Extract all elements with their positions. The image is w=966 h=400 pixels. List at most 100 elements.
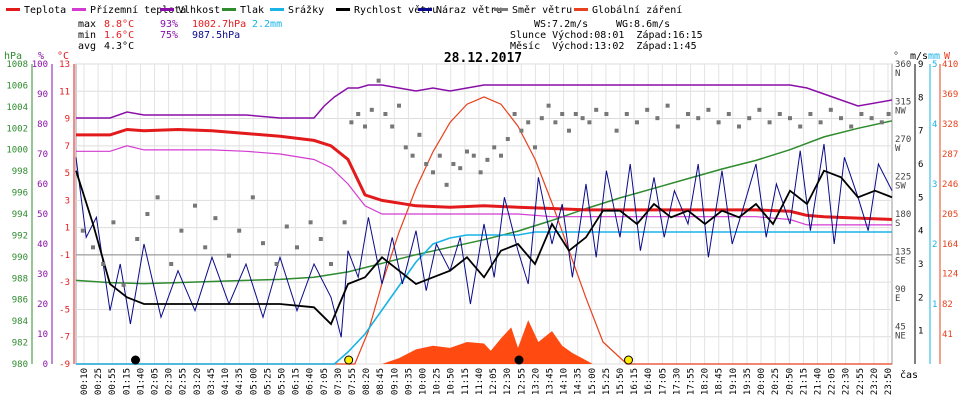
radiation-tick: 369	[942, 90, 958, 100]
time-tick: 17:55	[687, 368, 697, 395]
wind-direction-point	[492, 145, 497, 150]
time-tick: 07:55	[348, 368, 358, 395]
pressure-line	[75, 120, 893, 285]
wind-direction-point	[567, 128, 571, 133]
radiation-tick: 246	[942, 180, 958, 190]
time-tick: 08:20	[362, 368, 372, 395]
info-wg: WG:8.6m/s	[616, 19, 670, 30]
humidity-tick: 70	[37, 150, 48, 160]
humidity-tick: 30	[37, 270, 48, 280]
wind-direction-point	[91, 245, 95, 250]
wind-direction-point	[879, 120, 884, 125]
wind-tick: 6	[918, 160, 923, 170]
plot-frame	[75, 63, 893, 365]
time-tick: 23:20	[870, 368, 880, 395]
wind-direction-point	[458, 166, 463, 171]
direction-tick-dir: E	[895, 294, 900, 304]
time-tick: 12:05	[489, 368, 499, 395]
time-tick: 08:45	[376, 368, 386, 395]
legend-label: Vlhkost	[178, 5, 220, 16]
wind-direction-point	[519, 128, 524, 133]
wind-direction-point	[363, 124, 367, 129]
wind-direction-point	[356, 112, 361, 116]
wind-direction-point	[675, 124, 680, 129]
pressure-tick: 980	[12, 360, 28, 370]
stat-max-label: max	[78, 19, 96, 30]
temperature-tick: -1	[59, 251, 70, 261]
rain-tick: 1	[932, 300, 937, 310]
time-tick: 14:35	[574, 368, 584, 395]
axes: 9809829849869889909929949969981000100210…	[6, 60, 958, 370]
legend-swatch	[160, 8, 174, 11]
wind-direction-point	[227, 253, 231, 258]
wind-direction-point	[203, 245, 208, 250]
wind-tick: 5	[918, 193, 923, 203]
time-tick: 02:30	[165, 368, 175, 395]
wind-direction-point	[437, 153, 442, 158]
wind-direction-point	[655, 116, 660, 121]
direction-tick: 180	[895, 210, 911, 220]
time-tick: 00:10	[80, 368, 90, 395]
wind-direction-point	[886, 112, 891, 116]
legend-swatch	[336, 8, 350, 11]
wind-direction-point	[737, 124, 741, 129]
time-tick: 02:05	[151, 368, 161, 395]
wind-direction-point	[645, 107, 650, 112]
pressure-tick: 1006	[6, 81, 28, 91]
time-tick: 00:55	[108, 368, 118, 395]
wind-direction-point	[757, 107, 762, 112]
temperature-tick: 7	[65, 142, 70, 152]
direction-tick-dir: SW	[895, 182, 906, 192]
wind-direction-point	[604, 112, 609, 116]
pressure-tick: 994	[12, 210, 28, 220]
wind-direction-point	[213, 216, 218, 221]
wind-direction-point	[424, 162, 429, 166]
stat-max-hum: 93%	[160, 19, 178, 30]
wind-direction-point	[383, 112, 388, 116]
time-tick: 20:25	[771, 368, 781, 395]
humidity-line	[76, 84, 893, 119]
wind-direction-point	[849, 124, 854, 129]
radiation-tick: 410	[942, 60, 958, 70]
moon-marker	[514, 355, 524, 365]
legend-label: Tlak	[240, 5, 264, 16]
wind-direction-point	[308, 220, 313, 225]
legend-label: Globální záření	[592, 4, 682, 16]
wind-direction-point	[635, 120, 639, 125]
time-tick: 04:10	[221, 368, 231, 395]
humidity-tick: 100	[32, 60, 48, 70]
direction-tick: 360	[895, 60, 911, 70]
wind-direction-point	[485, 157, 490, 162]
direction-tick: 135	[895, 248, 911, 258]
legend-swatch	[6, 8, 20, 11]
stat-min-temp: 1.6°C	[104, 30, 134, 41]
grid	[75, 63, 893, 365]
chart-title: 28.12.2017	[444, 51, 522, 66]
humidity-tick: 10	[37, 330, 48, 340]
wind-direction-point	[145, 212, 150, 216]
wind-direction-point	[747, 116, 752, 121]
radiation-tick: 41	[942, 330, 953, 340]
direction-tick-dir: NE	[895, 332, 906, 342]
wind-direction-point	[250, 195, 255, 200]
stat-min-hum: 75%	[160, 30, 178, 41]
wind-direction-point	[716, 120, 721, 125]
rain-tick: 2	[932, 240, 937, 250]
direction-tick-dir: S	[895, 219, 900, 229]
pressure-tick: 1004	[6, 103, 28, 113]
time-tick: 12:30	[503, 368, 513, 395]
direction-tick: 225	[895, 173, 911, 183]
legend-label: Přízemní teplota	[90, 4, 186, 16]
wind-tick: 2	[918, 293, 923, 303]
time-tick: 20:50	[785, 368, 795, 395]
wind-direction-point	[417, 132, 422, 137]
rain-line	[76, 231, 892, 365]
humidity-tick: 50	[37, 210, 48, 220]
wind-direction-point	[553, 120, 558, 125]
time-tick: 22:55	[856, 368, 866, 395]
temperature-tick: -9	[59, 360, 70, 370]
wind-direction-point	[539, 116, 544, 121]
humidity-tick: 90	[37, 90, 48, 100]
